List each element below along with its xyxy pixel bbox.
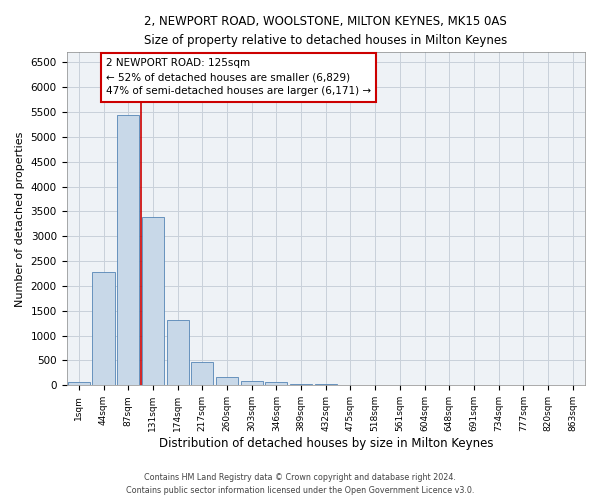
X-axis label: Distribution of detached houses by size in Milton Keynes: Distribution of detached houses by size … [158,437,493,450]
Y-axis label: Number of detached properties: Number of detached properties [15,131,25,306]
Bar [290,384,312,386]
Bar [142,218,164,386]
Title: 2, NEWPORT ROAD, WOOLSTONE, MILTON KEYNES, MK15 0AS
Size of property relative to: 2, NEWPORT ROAD, WOOLSTONE, MILTON KEYNE… [144,15,508,47]
Bar [68,382,90,386]
Bar [167,320,189,386]
Text: 2 NEWPORT ROAD: 125sqm
← 52% of detached houses are smaller (6,829)
47% of semi-: 2 NEWPORT ROAD: 125sqm ← 52% of detached… [106,58,371,96]
Text: Contains HM Land Registry data © Crown copyright and database right 2024.
Contai: Contains HM Land Registry data © Crown c… [126,474,474,495]
Bar [216,377,238,386]
Bar [265,382,287,386]
Bar [241,381,263,386]
Bar [314,384,337,386]
Bar [92,272,115,386]
Bar [117,116,139,386]
Bar [191,362,214,386]
